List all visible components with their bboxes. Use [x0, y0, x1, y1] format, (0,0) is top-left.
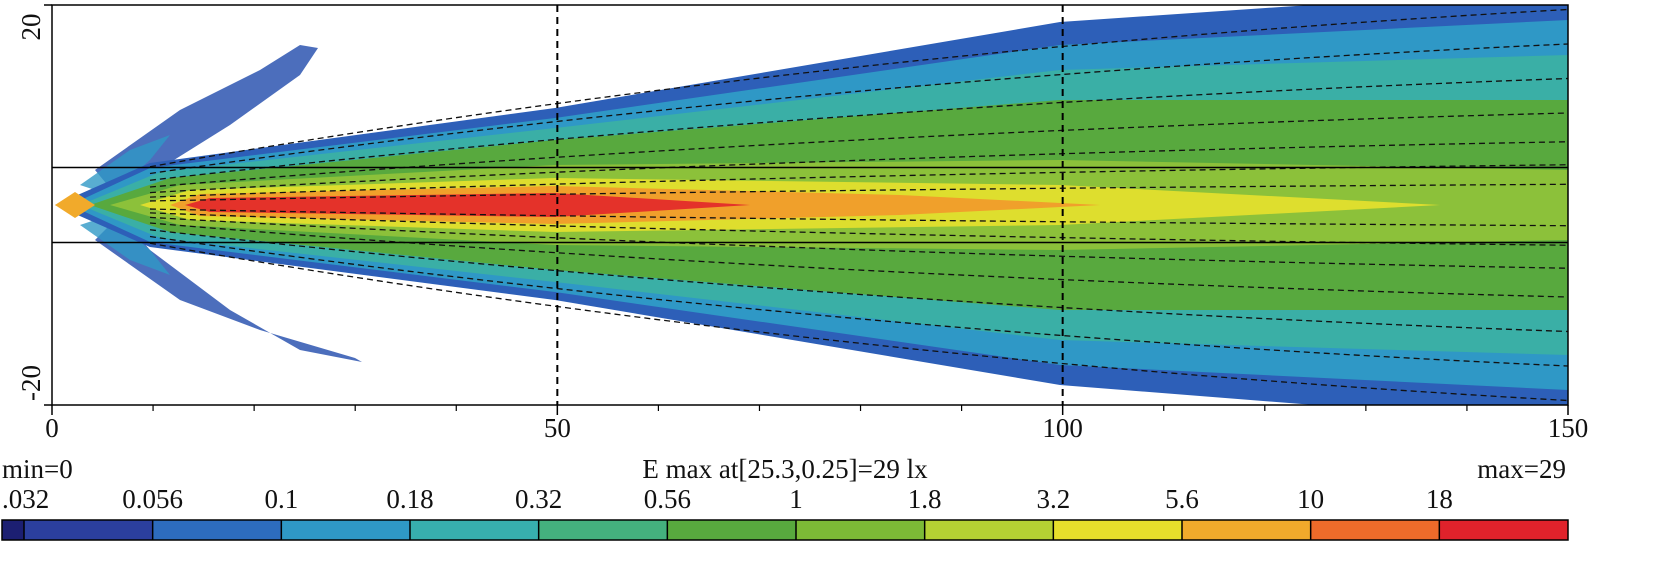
min-label: min=0	[2, 454, 73, 484]
colorbar-label: 0.18	[386, 484, 433, 514]
max-label: max=29	[1477, 454, 1566, 484]
beam-core	[55, 192, 95, 218]
colorbar-swatch	[1053, 520, 1182, 540]
colorbar-swatch	[667, 520, 796, 540]
contour-line	[149, 77, 1568, 181]
colorbar-label: .032	[2, 484, 49, 514]
colorbar-swatch	[24, 520, 153, 540]
contour-line	[149, 183, 1568, 202]
colorbar-label: 0.056	[122, 484, 183, 514]
colorbar-label: 5.6	[1165, 484, 1199, 514]
colorbar-label: 18	[1426, 484, 1453, 514]
colorbar-label: 10	[1297, 484, 1324, 514]
chart-title: E max at[25.3,0.25]=29 lx	[642, 454, 928, 484]
colorbar-swatch	[924, 520, 1054, 540]
contour-line	[149, 8, 1568, 168]
colorbar-swatch	[2, 520, 24, 540]
colorbar-label: 0.32	[515, 484, 562, 514]
contour-line	[149, 208, 1568, 227]
wing	[80, 135, 170, 195]
colorbar-label: 0.1	[264, 484, 298, 514]
contour-line	[149, 229, 1568, 333]
wing	[80, 215, 170, 275]
y-tick-label: 20	[16, 14, 46, 41]
contour-line	[149, 222, 1568, 298]
contour-line	[149, 235, 1568, 367]
colorbar-label: 3.2	[1036, 484, 1070, 514]
colorbar-swatch	[796, 520, 925, 540]
contour-line	[149, 43, 1568, 175]
colorbar-swatch	[410, 520, 539, 540]
wing	[95, 45, 318, 200]
x-tick-label: 0	[45, 413, 59, 443]
contour-line	[149, 141, 1568, 194]
colorbar-swatch	[1310, 520, 1440, 540]
y-tick-label: -20	[16, 365, 46, 401]
colorbar-swatch	[152, 520, 282, 540]
contour-line	[149, 112, 1568, 188]
colorbar-swatch	[538, 520, 668, 540]
beam-band	[185, 193, 750, 217]
colorbar-label: 0.56	[644, 484, 691, 514]
x-tick-label: 100	[1042, 413, 1083, 443]
colorbar-swatch	[281, 520, 410, 540]
colorbar-swatch	[1439, 520, 1568, 540]
plot-frame	[51, 4, 1569, 406]
colorbar-frame	[1, 519, 1569, 541]
colorbar-label: 1.8	[908, 484, 942, 514]
colorbar-label: 1	[789, 484, 803, 514]
contour-line	[149, 242, 1568, 402]
contour-line	[149, 216, 1568, 269]
x-tick-label: 50	[544, 413, 571, 443]
colorbar-swatch	[1182, 520, 1311, 540]
x-tick-label: 150	[1548, 413, 1589, 443]
heatmap-field	[55, 5, 1568, 405]
